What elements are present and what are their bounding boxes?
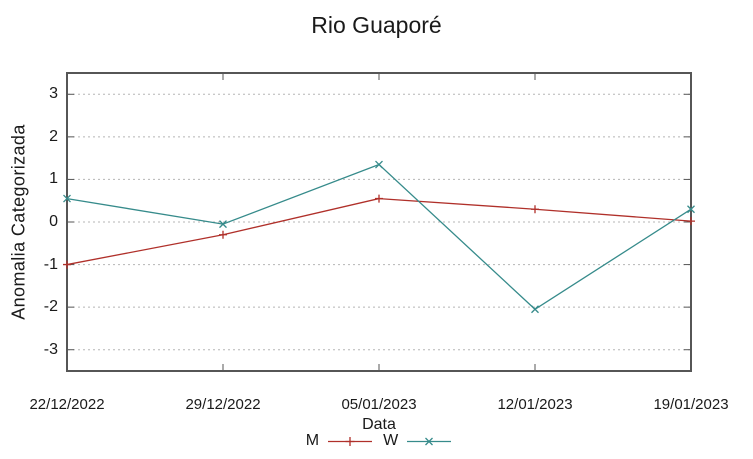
data-point-marker — [219, 220, 227, 229]
y-tick-label: 3 — [49, 85, 58, 103]
x-tick-label: 05/01/2023 — [341, 396, 417, 413]
y-tick-label: -3 — [43, 340, 58, 358]
x-axis-title: Data — [362, 416, 396, 433]
legend-label: W — [383, 432, 399, 449]
cross-marker-icon — [425, 437, 434, 445]
data-point-marker — [375, 160, 383, 169]
data-point-marker — [687, 205, 695, 214]
data-point-marker — [375, 194, 383, 203]
data-point-marker — [63, 260, 71, 269]
y-tick-label: 1 — [49, 170, 58, 188]
data-point-marker — [219, 230, 227, 239]
data-point-marker — [531, 305, 539, 314]
y-tick-label: 2 — [49, 127, 58, 145]
y-tick-label: -1 — [43, 255, 58, 273]
legend-entry-M: M — [306, 432, 373, 450]
x-tick-label: 19/01/2023 — [653, 396, 729, 413]
x-tick-label: 29/12/2022 — [185, 396, 261, 413]
y-tick-label: 0 — [49, 213, 58, 230]
y-tick-label: -2 — [43, 298, 58, 316]
plus-marker-icon — [345, 436, 355, 446]
data-point-marker — [63, 194, 71, 203]
series-line-W — [66, 163, 692, 311]
data-point-marker — [531, 205, 539, 214]
legend-entry-W: W — [383, 432, 452, 450]
legend-line-sample — [407, 437, 452, 445]
x-tick-label: 12/01/2023 — [497, 396, 573, 413]
series-line-M — [66, 197, 692, 266]
legend-label: M — [305, 432, 320, 449]
data-point-marker — [687, 217, 695, 226]
chart-title: Rio Guaporé — [311, 12, 442, 38]
x-tick-label: 22/12/2022 — [29, 396, 105, 413]
legend-line-sample — [328, 436, 373, 446]
